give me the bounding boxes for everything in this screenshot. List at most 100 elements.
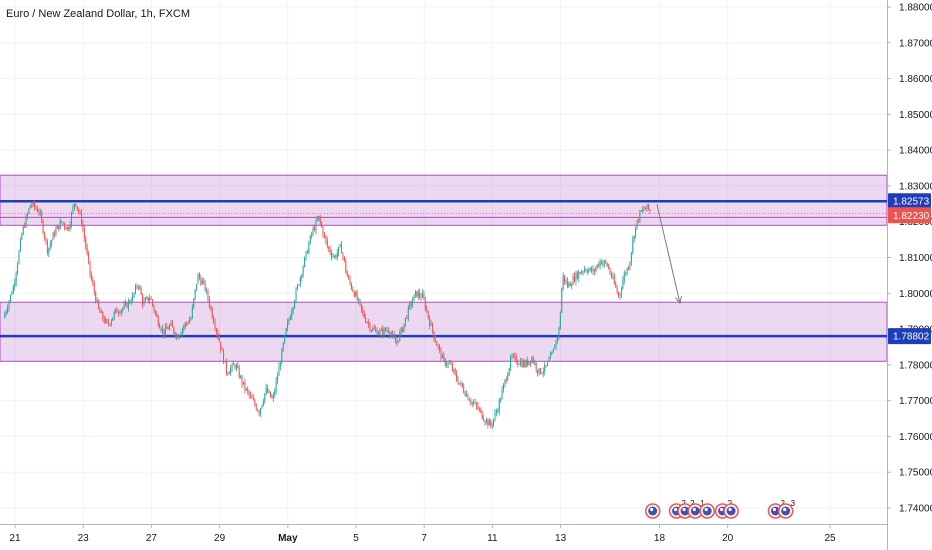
candle-body — [399, 332, 401, 341]
candle-body — [18, 250, 20, 264]
candle-body — [537, 369, 539, 373]
candle-body — [501, 389, 503, 400]
candle-body — [643, 209, 645, 211]
candle-body — [480, 409, 482, 412]
candle-body — [433, 331, 435, 339]
candle-body — [461, 382, 463, 387]
candle-body — [302, 266, 304, 276]
candle-body — [238, 367, 240, 378]
candle-body — [38, 211, 40, 213]
event-flag-dot — [728, 507, 732, 512]
event-flag-dot — [783, 507, 787, 512]
candle-body — [331, 252, 333, 257]
candle-body — [620, 289, 622, 294]
candle-body — [265, 387, 267, 394]
candle-body — [55, 228, 57, 236]
candle-body — [49, 243, 51, 248]
candle-body — [268, 391, 270, 393]
candle-body — [90, 274, 92, 280]
candle-body — [396, 340, 398, 344]
candle-body — [642, 209, 644, 212]
candle-body — [28, 208, 30, 214]
candle-body — [186, 322, 188, 324]
candle-body — [79, 212, 81, 214]
candle-body — [17, 263, 19, 274]
candle-body — [113, 312, 115, 318]
candle-body — [312, 227, 314, 234]
candle-body — [409, 303, 411, 307]
candle-body — [144, 298, 146, 302]
candle-body — [633, 236, 635, 240]
candle-body — [618, 292, 620, 296]
candle-body — [75, 203, 77, 207]
candle-body — [508, 368, 510, 375]
candle-body — [116, 308, 118, 313]
candle-body — [235, 365, 237, 369]
support-price-badge — [888, 328, 931, 345]
candle-body — [275, 380, 277, 392]
x-tick-label: 7 — [421, 533, 427, 544]
candle-body — [296, 285, 298, 290]
candle-body — [61, 220, 63, 223]
candle-body — [41, 212, 43, 221]
x-tick-label: May — [278, 533, 298, 544]
candle-body — [512, 355, 514, 357]
candle-body — [7, 308, 9, 312]
candle-body — [139, 286, 141, 288]
candle-body — [86, 247, 88, 254]
candle-body — [167, 328, 169, 330]
candle-body — [306, 251, 308, 254]
candle-body — [230, 368, 232, 374]
candle-body — [51, 240, 53, 244]
candle-body — [595, 267, 597, 272]
x-tick-label: 29 — [214, 533, 226, 544]
candle-body — [123, 304, 125, 309]
candle-body — [481, 411, 483, 419]
candle-body — [309, 235, 311, 244]
candle-body — [100, 311, 102, 313]
candle-body — [80, 213, 82, 224]
candle-body — [115, 308, 117, 313]
candle-body — [549, 354, 551, 360]
candle-body — [48, 247, 50, 253]
candle-body — [177, 335, 179, 339]
candle-body — [284, 334, 286, 344]
candle-body — [250, 394, 252, 396]
candle-body — [478, 408, 480, 410]
candle-body — [554, 347, 556, 349]
candle-body — [234, 364, 236, 369]
event-flag-dot — [772, 507, 777, 512]
candle-body — [413, 294, 415, 302]
candle-body — [534, 362, 536, 364]
candle-body — [625, 273, 627, 275]
candle-body — [277, 376, 279, 381]
candle-body — [510, 357, 512, 369]
y-tick-label: 1.84000 — [899, 146, 932, 157]
candle-body — [244, 382, 246, 390]
candle-body — [278, 366, 280, 377]
candle-body — [609, 268, 611, 274]
candle-body — [505, 379, 507, 381]
candle-body — [304, 257, 306, 267]
candle-body — [132, 294, 134, 302]
candle-body — [262, 401, 264, 405]
candle-body — [532, 357, 534, 363]
candle-body — [439, 346, 441, 350]
candle-body — [535, 362, 537, 370]
candle-body — [59, 220, 61, 230]
candle-body — [197, 274, 199, 285]
candle-body — [154, 310, 156, 314]
candle-body — [463, 386, 465, 393]
event-flag-icon — [648, 506, 658, 516]
x-tick-label: 18 — [654, 533, 666, 544]
candle-body — [404, 317, 406, 324]
candle-body — [221, 349, 223, 351]
candle-body — [562, 275, 564, 289]
candle-body — [437, 345, 439, 347]
candle-body — [308, 243, 310, 254]
candle-body — [602, 263, 604, 265]
candle-body — [436, 341, 438, 346]
candle-body — [269, 391, 271, 398]
candle-body — [629, 261, 631, 270]
